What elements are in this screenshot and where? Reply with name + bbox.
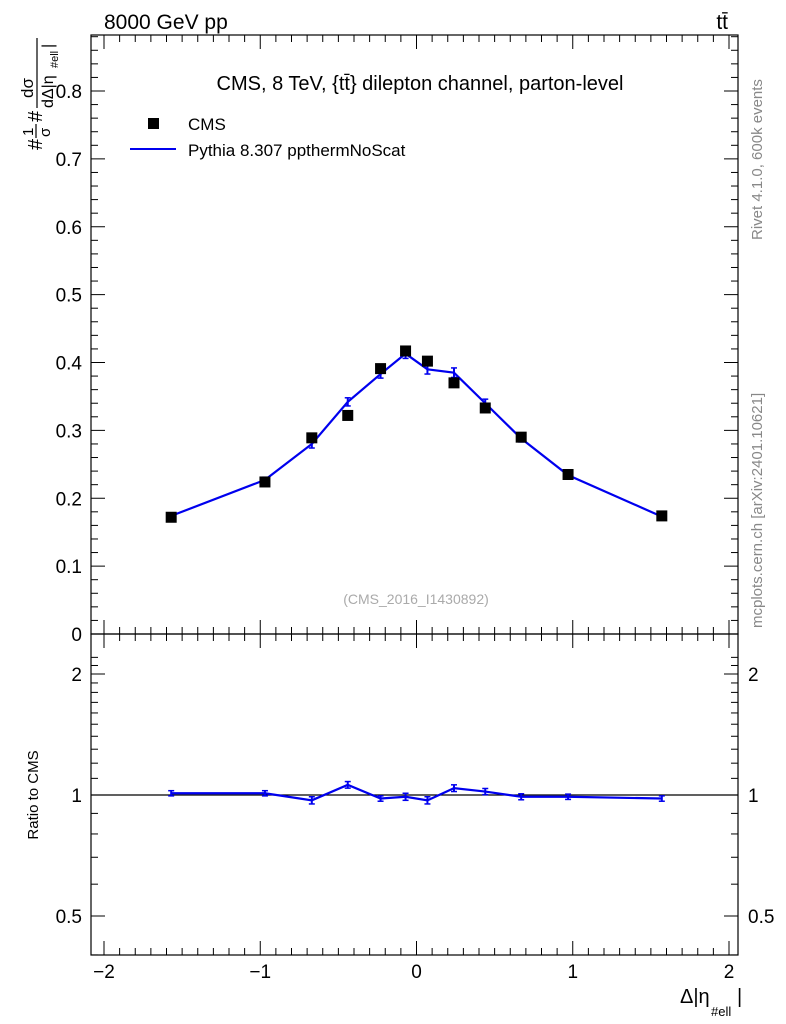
legend-pythia-label: Pythia 8.307 ppthermNoScat — [188, 141, 406, 160]
main-y-tick-labels: 0 0.1 0.2 0.3 0.4 0.5 0.6 0.7 0.8 — [56, 82, 83, 646]
main-y-tick-label: 0 — [71, 625, 82, 646]
x-label-main: Δ|η — [680, 986, 710, 1008]
header-left: 8000 GeV pp — [104, 11, 228, 34]
chart-title: CMS, 8 TeV, {tt̄} dilepton channel, part… — [217, 73, 624, 95]
main-panel: 0 0.1 0.2 0.3 0.4 0.5 0.6 0.7 0.8 CMS, 8 TeV, {t… — [18, 34, 739, 646]
legend: CMS Pythia 8.307 ppthermNoScat — [130, 115, 406, 160]
x-label-close: | — [737, 986, 742, 1008]
cms-data-point — [562, 468, 574, 480]
y-label-hash-1: # — [25, 138, 47, 150]
legend-cms-label: CMS — [188, 115, 226, 134]
cms-data-point — [165, 511, 177, 523]
cms-data-point — [400, 345, 412, 357]
main-y-tick-label: 0.5 — [56, 286, 82, 307]
cms-data-point — [479, 402, 491, 414]
main-y-tick-label: 0.1 — [56, 557, 82, 578]
y-label-num: dσ — [18, 78, 37, 98]
cms-data-point — [306, 432, 318, 444]
source-label: mcplots.cern.ch [arXiv:2401.10621] — [749, 393, 766, 628]
y-label-hash-2: # — [25, 110, 47, 122]
main-y-tick-label: 0.2 — [56, 489, 82, 510]
ratio-panel: 0.5 0.5 1 1 2 2 Ratio to CMS — [25, 633, 775, 956]
main-ticks — [91, 35, 738, 635]
ratio-y-tick-label-left: 0.5 — [56, 907, 82, 928]
ratio-y-tick-label-left: 1 — [71, 786, 82, 807]
main-y-tick-label: 0.6 — [56, 218, 82, 239]
x-label-sub: #ell — [711, 1004, 731, 1019]
cms-data-point — [375, 363, 387, 375]
x-tick-label: 2 — [724, 962, 735, 983]
main-y-tick-label: 0.8 — [56, 82, 82, 103]
x-tick-label: 1 — [567, 962, 578, 983]
x-tick-labels: −2 −1 0 1 2 — [93, 962, 734, 983]
y-label-den-sub: #ell — [49, 51, 61, 68]
analysis-watermark: (CMS_2016_I1430892) — [343, 591, 489, 607]
cms-data-point — [656, 510, 668, 522]
main-y-tick-label: 0.7 — [56, 150, 82, 171]
y-axis-label: # 1 σ # dσ dΔ|η #ell | — [18, 38, 61, 150]
y-label-frac-den: σ — [37, 127, 54, 137]
pythia-line — [170, 352, 663, 518]
x-tick-label: 0 — [411, 962, 422, 983]
ratio-y-tick-label-right: 2 — [748, 665, 759, 686]
header-right: tt̄ — [716, 11, 728, 34]
ratio-series — [91, 780, 738, 805]
legend-cms-marker — [148, 118, 159, 129]
ratio-y-axis-label: Ratio to CMS — [25, 750, 42, 839]
x-tick-label: −1 — [249, 962, 271, 983]
cms-data-point — [421, 355, 433, 367]
cms-data-point — [342, 409, 354, 421]
ratio-ticks — [91, 634, 738, 956]
ratio-y-tick-label-right: 0.5 — [748, 907, 774, 928]
rivet-label: Rivet 4.1.0, 600k events — [749, 79, 766, 240]
ratio-pythia-line — [171, 783, 662, 802]
x-axis-label: Δ|η #ell | — [680, 986, 742, 1019]
cms-data-point — [448, 377, 460, 389]
main-y-tick-label: 0.3 — [56, 421, 82, 442]
main-series — [165, 345, 668, 523]
ratio-y-tick-label-right: 1 — [748, 786, 759, 807]
cms-data-point — [259, 476, 271, 488]
ratio-y-tick-label-left: 2 — [71, 665, 82, 686]
y-label-frac-num: 1 — [20, 128, 37, 136]
x-tick-label: −2 — [93, 962, 115, 983]
y-label-den: dΔ|η — [40, 75, 57, 108]
ratio-y-tick-labels: 0.5 0.5 1 1 2 2 — [56, 665, 775, 928]
cms-data-point — [515, 431, 527, 443]
main-y-tick-label: 0.4 — [56, 354, 83, 375]
y-label-den-close: | — [40, 44, 57, 48]
